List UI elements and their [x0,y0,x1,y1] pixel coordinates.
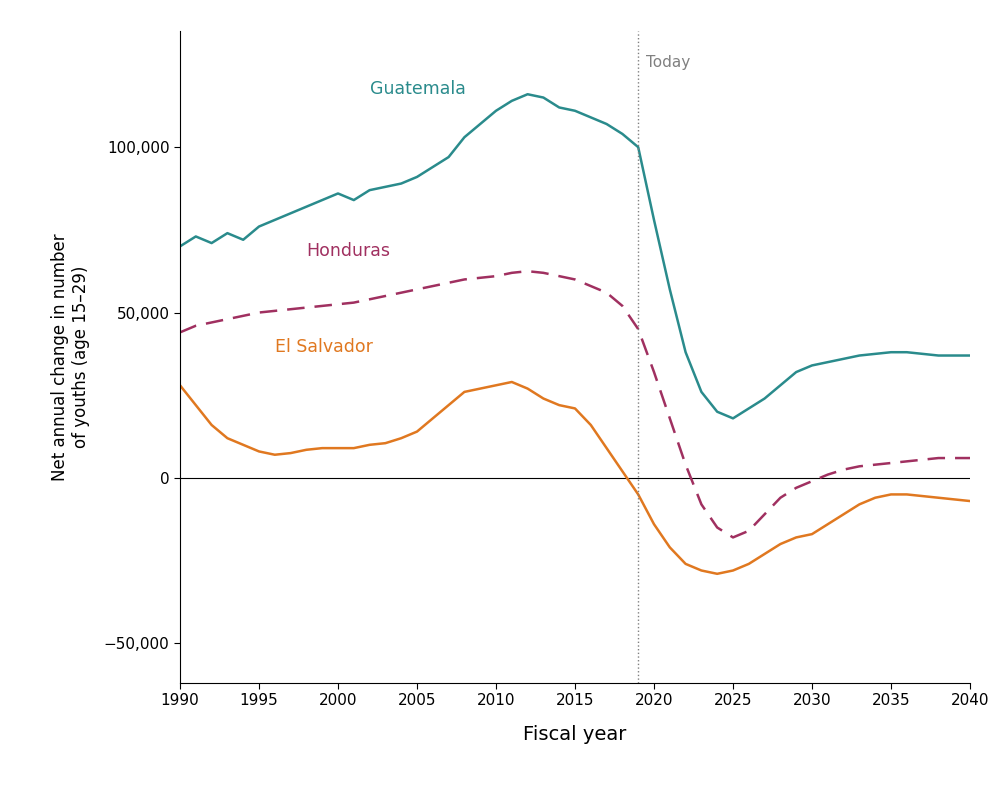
Y-axis label: Net annual change in number
of youths (age 15–29): Net annual change in number of youths (a… [51,233,90,481]
X-axis label: Fiscal year: Fiscal year [523,725,627,744]
Text: Honduras: Honduras [306,243,390,261]
Text: El Salvador: El Salvador [275,338,373,356]
Text: Today: Today [646,54,690,70]
Text: Guatemala: Guatemala [370,80,465,98]
